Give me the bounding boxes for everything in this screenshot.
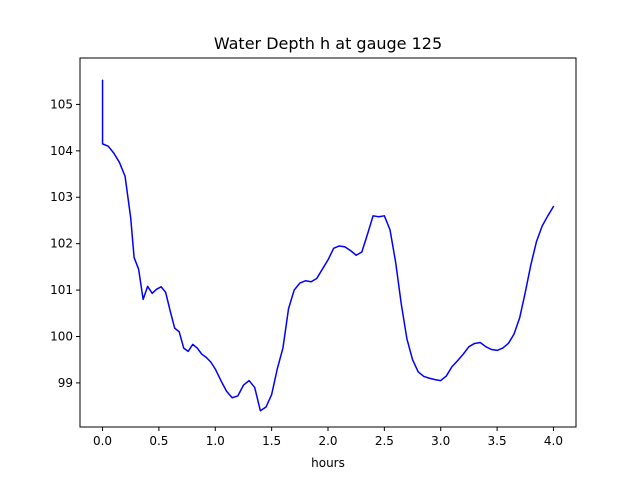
y-tick-label: 102 — [50, 237, 73, 251]
x-tick-label: 2.0 — [318, 434, 337, 448]
x-tick-label: 1.0 — [206, 434, 225, 448]
y-tick-label: 100 — [50, 329, 73, 343]
x-tick-label: 3.5 — [488, 434, 507, 448]
y-tick-label: 105 — [50, 97, 73, 111]
y-tick-label: 101 — [50, 283, 73, 297]
x-tick-label: 4.0 — [544, 434, 563, 448]
y-tick-label: 99 — [58, 376, 73, 390]
x-tick-label: 0.5 — [149, 434, 168, 448]
x-tick-label: 1.5 — [262, 434, 281, 448]
x-tick-label: 3.0 — [431, 434, 450, 448]
y-tick-label: 103 — [50, 190, 73, 204]
chart-title: Water Depth h at gauge 125 — [214, 34, 442, 53]
x-tick-label: 2.5 — [375, 434, 394, 448]
x-tick-label: 0.0 — [93, 434, 112, 448]
x-axis-label: hours — [311, 456, 345, 470]
y-tick-label: 104 — [50, 144, 73, 158]
series-line-1 — [101, 79, 555, 412]
